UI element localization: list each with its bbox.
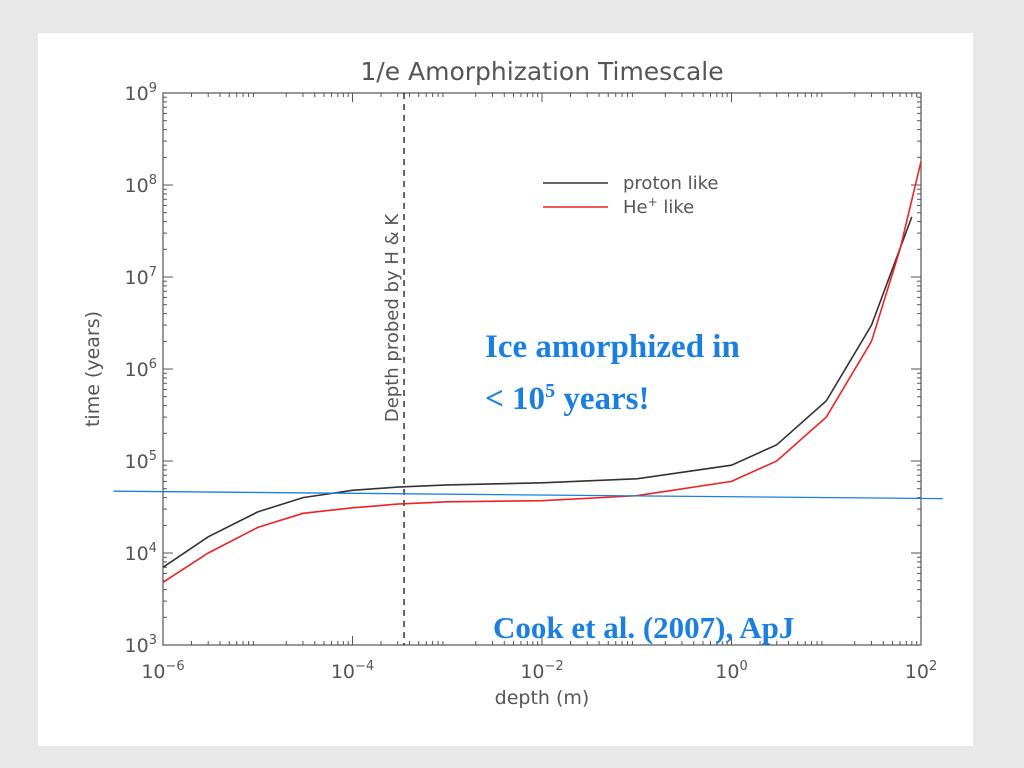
y-tick-label: 104 bbox=[125, 541, 157, 565]
legend-label: proton like bbox=[623, 173, 719, 194]
legend-label: He+ like bbox=[623, 195, 694, 218]
chart-title: 1/e Amorphization Timescale bbox=[360, 57, 723, 86]
y-tick-label: 107 bbox=[125, 265, 157, 289]
x-tick-label: 10−2 bbox=[520, 659, 563, 683]
x-axis-label: depth (m) bbox=[495, 687, 590, 709]
slide-card: 10−6 10−4 10−2 100 102 103 104 105 106 107 108 109 1… bbox=[38, 33, 973, 746]
ice-note-line-2: < 105 years! bbox=[485, 369, 740, 421]
y-axis-label: time (years) bbox=[82, 311, 104, 427]
amorphization-chart: 10−6 10−4 10−2 100 102 103 104 105 106 107 108 109 1… bbox=[82, 57, 943, 709]
x-tick-label: 100 bbox=[715, 659, 747, 683]
citation-note: Cook et al. (2007), ApJ bbox=[493, 610, 795, 645]
series-line-1 bbox=[162, 161, 922, 583]
overlay-threshold-line bbox=[113, 490, 943, 500]
series-line-0 bbox=[162, 216, 913, 568]
x-tick-label: 10−4 bbox=[331, 659, 374, 683]
y-tick-label: 106 bbox=[125, 357, 157, 381]
y-tick-label: 103 bbox=[125, 633, 157, 657]
ice-amorphized-note: Ice amorphized in < 105 years! bbox=[485, 325, 740, 421]
y-tick-label: 105 bbox=[125, 449, 157, 473]
ice-note-suffix: years! bbox=[555, 381, 650, 417]
ice-note-prefix: < 10 bbox=[485, 381, 546, 417]
x-tick-label: 102 bbox=[905, 659, 937, 683]
y-tick-label: 109 bbox=[125, 81, 157, 105]
reference-vline-label: Depth probed by H & K bbox=[382, 213, 403, 422]
ice-note-line-1: Ice amorphized in bbox=[485, 329, 740, 365]
ice-note-exponent: 5 bbox=[545, 380, 556, 402]
x-tick-label: 10−6 bbox=[141, 659, 184, 683]
y-tick-label: 108 bbox=[125, 173, 157, 197]
